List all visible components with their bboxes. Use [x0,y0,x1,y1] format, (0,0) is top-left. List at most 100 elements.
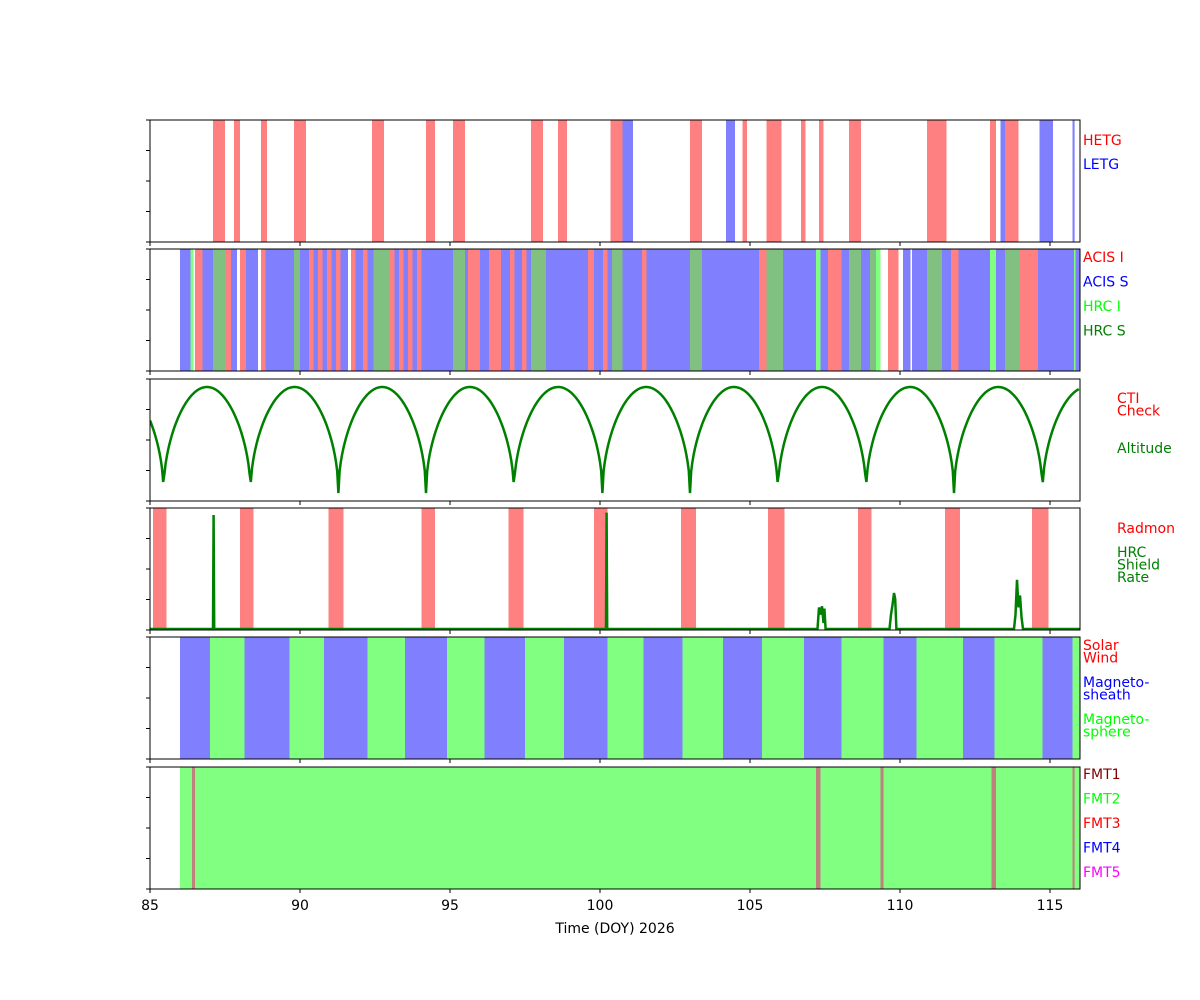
bar-instrument-acis-i-0 [195,249,203,371]
legend-hrc-shield-rate: HRC Shield Rate [1117,545,1160,586]
bar-grating-hetg-15 [849,120,861,242]
bar-instrument-acis-s-21 [546,249,588,371]
legend-acis-s: ACIS S [1083,275,1129,291]
bar-grating-hetg-17 [990,120,996,242]
bar-radiation-radmon-10 [1032,508,1049,630]
bar-radiation-radmon-1 [240,508,254,630]
legend-fmt4: FMT4 [1083,841,1121,857]
legend-hrc-s: HRC S [1083,324,1126,340]
bar-region-magneto--sheath-6 [643,637,683,759]
bar-instrument-acis-s-19 [514,249,522,371]
bar-instrument-acis-i-6 [327,249,332,371]
bar-instrument-acis-s-10 [355,249,363,371]
bar-grating-hetg-13 [801,120,806,242]
bar-instrument-acis-s-1 [202,249,213,371]
bar-region-magneto--sheath-1 [244,637,290,759]
bar-instrument-hrc-s-4 [531,249,546,371]
bar-instrument-acis-i-24 [951,249,959,371]
bar-instrument-acis-i-18 [588,249,594,371]
bar-instrument-hrc-s-6 [690,249,702,371]
bar-instrument-acis-s-14 [412,249,417,371]
bar-region-magneto--sheath-2 [324,637,368,759]
bar-instrument-acis-i-15 [489,249,501,371]
bar-region-magneto--sphere-9 [916,637,963,759]
bar-instrument-acis-i-12 [408,249,413,371]
bar-instrument-acis-i-4 [309,249,314,371]
bar-instrument-acis-i-7 [336,249,341,371]
legend-radmon: Radmon [1117,521,1175,537]
bar-instrument-acis-i-17 [522,249,527,371]
bar-instrument-hrc-s-8 [849,249,861,371]
bar-instrument-hrc-i-1 [816,249,821,371]
bar-instrument-acis-i-5 [318,249,323,371]
bar-instrument-acis-s-11 [367,249,374,371]
x-axis-label: Time (DOY) 2026 [554,921,674,937]
plot-area-radiation [150,508,1080,630]
bar-grating-hetg-5 [426,120,435,242]
bar-instrument-acis-s-36 [1038,249,1074,371]
bar-instrument-acis-s-23 [607,249,612,371]
bar-instrument-acis-i-11 [399,249,404,371]
bar-instrument-acis-s-35 [996,249,1005,371]
bar-grating-hetg-6 [453,120,465,242]
x-tick-label-105: 105 [737,898,764,914]
bar-instrument-acis-s-9 [340,249,348,371]
altitude-curve [150,385,1080,494]
bar-region-magneto--sheath-11 [1042,637,1073,759]
x-tick-label-95: 95 [441,898,459,914]
bar-radiation-radmon-2 [328,508,344,630]
bar-instrument-hrc-s-7 [766,249,783,371]
bar-instrument-acis-s-13 [403,249,408,371]
bar-instrument-acis-i-23 [888,249,899,371]
bar-grating-hetg-9 [610,120,623,242]
bar-instrument-acis-s-22 [594,249,603,371]
bar-region-magneto--sheath-4 [484,637,525,759]
bar-instrument-hrc-i-0 [190,249,194,371]
bar-grating-hetg-7 [531,120,543,242]
x-tick-label-110: 110 [887,898,914,914]
bar-instrument-acis-s-17 [480,249,489,371]
bar-instrument-acis-s-29 [841,249,849,371]
bar-instrument-acis-s-26 [702,249,759,371]
bar-instrument-hrc-i-4 [1074,249,1076,371]
bar-region-magneto--sphere-10 [994,637,1043,759]
legend-fmt1: FMT1 [1083,767,1121,783]
bar-region-magneto--sphere-5 [607,637,644,759]
panel-radiation: Radmon HRC Shield Rate [146,507,1175,634]
bar-grating-letg-3 [1039,120,1053,242]
bar-instrument-acis-s-18 [501,249,510,371]
bar-region-magneto--sphere-4 [525,637,564,759]
bar-instrument-hrc-s-5 [612,249,623,371]
bar-instrument-acis-i-13 [417,249,422,371]
bar-grating-hetg-1 [234,120,240,242]
bar-instrument-acis-i-8 [351,249,356,371]
bar-format-fmt1-0 [192,767,195,889]
bar-instrument-acis-s-27 [783,249,816,371]
bar-region-magneto--sheath-10 [963,637,995,759]
bar-instrument-acis-i-21 [759,249,767,371]
bar-radiation-radmon-3 [421,508,435,630]
bar-instrument-acis-i-19 [603,249,608,371]
bar-radiation-radmon-4 [508,508,524,630]
x-tick-label-115: 115 [1037,898,1064,914]
bar-instrument-acis-i-20 [642,249,647,371]
bar-instrument-acis-i-22 [828,249,842,371]
bar-region-magneto--sheath-0 [180,637,210,759]
bar-instrument-acis-i-10 [390,249,395,371]
bar-instrument-acis-i-14 [468,249,480,371]
bar-instrument-acis-s-12 [394,249,399,371]
bar-instrument-acis-s-30 [861,249,870,371]
bar-grating-hetg-10 [690,120,702,242]
bar-instrument-acis-s-16 [465,249,468,371]
panel-frame-radiation [149,507,1081,631]
panel-format: FMT1 FMT2 FMT3 FMT4 FMT5 [146,766,1121,893]
legend-letg: LETG [1083,157,1119,173]
bar-grating-hetg-16 [927,120,947,242]
bar-instrument-acis-s-34 [958,249,990,371]
bar-grating-hetg-3 [294,120,306,242]
panel-instrument: ACIS I ACIS S HRC I HRC S [146,248,1129,375]
bar-radiation-radmon-7 [768,508,785,630]
x-tick-label-100: 100 [587,898,614,914]
bar-grating-hetg-18 [1005,120,1019,242]
